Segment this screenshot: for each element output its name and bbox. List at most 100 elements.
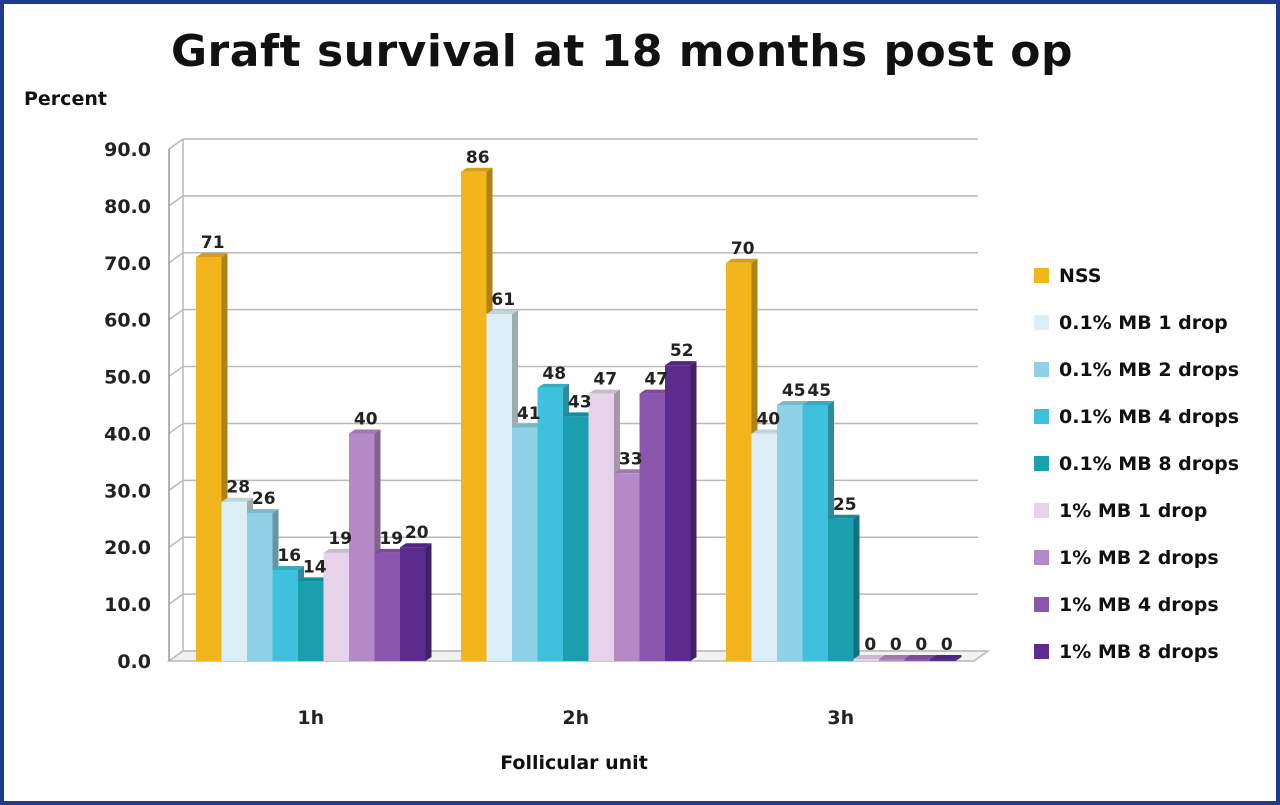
bar-front <box>853 659 879 661</box>
bar-top <box>196 253 228 258</box>
bar-top <box>323 548 355 553</box>
bar-top <box>247 509 279 514</box>
chart-title: Graft survival at 18 months post op <box>170 26 1074 77</box>
data-label: 47 <box>593 370 617 390</box>
gridline-depth <box>168 365 184 378</box>
legend-label: NSS <box>1059 264 1102 287</box>
bar-top <box>639 389 671 394</box>
data-label: 26 <box>252 489 276 509</box>
bar-top <box>486 309 518 314</box>
bar-top <box>461 167 493 172</box>
data-label: 40 <box>756 409 780 429</box>
bar-front <box>537 387 563 661</box>
bar-top <box>614 469 646 474</box>
legend-item: 0.1% MB 8 drops <box>1034 440 1274 487</box>
legend-item: 1% MB 1 drop <box>1034 487 1274 534</box>
gridline-depth <box>168 536 184 548</box>
data-label: 0 <box>890 635 902 655</box>
gridline-depth <box>168 422 184 435</box>
bar-front <box>879 659 905 661</box>
legend-item: 0.1% MB 4 drops <box>1034 393 1274 440</box>
legend-label: 0.1% MB 1 drop <box>1059 311 1228 334</box>
bar-front <box>930 659 956 661</box>
bar-top <box>221 497 253 502</box>
data-label: 19 <box>328 529 352 549</box>
legend-label: 0.1% MB 2 drops <box>1059 358 1240 381</box>
legend-swatch <box>1034 644 1049 659</box>
bar-top <box>272 565 304 570</box>
legend-item: 0.1% MB 2 drops <box>1034 346 1274 393</box>
bar-front <box>461 171 487 661</box>
gridline-depth <box>168 593 184 605</box>
legend-swatch <box>1034 503 1049 518</box>
bar-side <box>690 361 697 661</box>
bar-top <box>751 429 783 434</box>
data-label: 43 <box>568 392 592 412</box>
bar-front <box>349 433 375 661</box>
gridline-depth <box>168 195 184 207</box>
y-tick-label: 80.0 <box>104 196 151 218</box>
data-label: 0 <box>941 635 953 655</box>
bar-top <box>588 389 620 394</box>
legend-swatch <box>1034 362 1049 377</box>
data-label: 0 <box>864 635 876 655</box>
x-tick-label: 2h <box>562 707 589 729</box>
bar-front <box>726 262 752 661</box>
bar-front <box>777 405 803 661</box>
gridline-depth <box>168 252 184 264</box>
bar-front <box>563 416 589 661</box>
data-label: 52 <box>670 341 694 361</box>
legend-label: 0.1% MB 8 drops <box>1059 452 1240 475</box>
data-label: 0 <box>915 635 927 655</box>
bar-side <box>955 655 962 661</box>
data-label: 47 <box>644 370 668 390</box>
bars <box>196 167 962 662</box>
bar-front <box>665 365 691 661</box>
legend-label: 1% MB 4 drops <box>1059 593 1219 616</box>
plot-area: 0.0 10.0 20.0 30.0 40.0 50.0 60.0 70.0 80.0 90.0 1… <box>104 138 991 729</box>
y-tick-label: 40.0 <box>104 423 151 445</box>
data-label: 71 <box>201 233 225 253</box>
y-tick-label: 70.0 <box>104 253 151 275</box>
bar-top <box>930 655 962 659</box>
legend: NSS 0.1% MB 1 drop 0.1% MB 2 drops 0.1% MB … <box>1034 252 1274 675</box>
bar-side <box>425 543 432 661</box>
x-tick-label: 1h <box>297 707 324 729</box>
bar-top <box>400 543 432 548</box>
legend-item: 1% MB 2 drops <box>1034 534 1274 581</box>
bar <box>400 543 432 661</box>
bar-front <box>486 313 512 661</box>
data-label: 45 <box>807 381 831 401</box>
data-label: 19 <box>379 529 403 549</box>
data-label: 14 <box>303 557 327 577</box>
bar <box>930 655 962 661</box>
x-axis-label: Follicular unit <box>500 752 648 774</box>
bar-front <box>400 547 426 661</box>
y-tick-label: 20.0 <box>104 537 151 559</box>
bar-top <box>349 429 381 434</box>
legend-item: 1% MB 4 drops <box>1034 581 1274 628</box>
legend-swatch <box>1034 550 1049 565</box>
legend-label: 1% MB 1 drop <box>1059 499 1208 522</box>
bar-front <box>247 513 273 661</box>
bar-top <box>512 423 544 428</box>
bar-front <box>298 581 324 661</box>
legend-swatch <box>1034 409 1049 424</box>
bar-front <box>904 659 930 661</box>
data-label: 33 <box>619 449 643 469</box>
y-tick-label: 0.0 <box>117 651 151 673</box>
y-tick-label: 90.0 <box>104 139 151 161</box>
bar-front <box>221 501 247 661</box>
bar-top <box>828 514 860 519</box>
bar-front <box>272 569 298 661</box>
y-tick-label: 10.0 <box>104 594 151 616</box>
data-label: 25 <box>833 495 857 515</box>
data-label: 16 <box>277 546 301 566</box>
bar-top <box>537 383 569 388</box>
bar <box>665 361 697 661</box>
legend-label: 1% MB 2 drops <box>1059 546 1219 569</box>
data-label: 28 <box>226 478 250 498</box>
bar <box>247 509 279 661</box>
bar-top <box>879 655 911 659</box>
